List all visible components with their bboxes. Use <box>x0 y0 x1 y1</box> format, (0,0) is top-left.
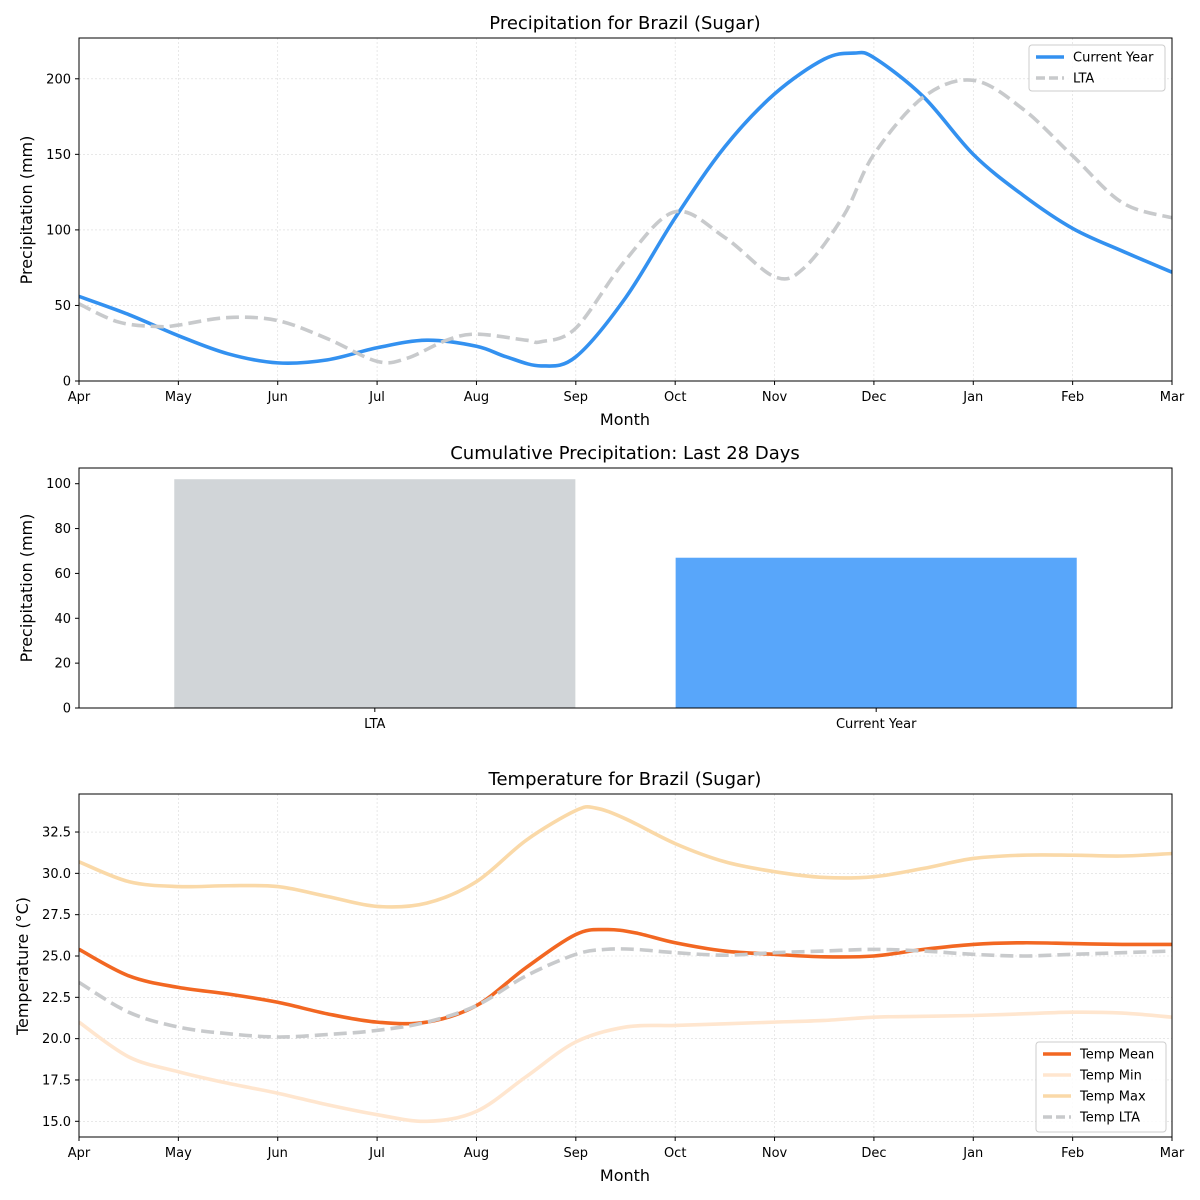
series-line-lta <box>79 78 1172 365</box>
x-tick-label: Apr <box>68 1146 91 1161</box>
x-tick-label: Sep <box>564 1146 589 1161</box>
y-tick-label: 17.5 <box>42 1073 71 1088</box>
x-tick-label: Sep <box>564 390 589 405</box>
x-tick-label: Nov <box>762 390 788 405</box>
series-line-temp-min <box>79 1010 1172 1124</box>
y-tick-label: 200 <box>46 72 71 87</box>
y-tick-label: 22.5 <box>42 991 71 1006</box>
chart-title: Precipitation for Brazil (Sugar) <box>489 13 760 34</box>
x-tick-label: Mar <box>1160 390 1185 405</box>
y-axis-label: Temperature (°C) <box>13 897 32 1036</box>
legend-label: LTA <box>1073 72 1094 87</box>
ticks: Apr May Jun Jul Aug Sep Oct Nov Dec Jan Feb Mar 0 50 1… <box>46 72 1185 405</box>
y-axis-label: Precipitation (mm) <box>17 514 36 663</box>
y-tick-label: 0 <box>63 702 71 717</box>
chart-title: Cumulative Precipitation: Last 28 Days <box>450 443 800 464</box>
y-tick-label: 100 <box>46 223 71 238</box>
x-tick-label: Jun <box>267 1146 288 1161</box>
x-tick-label: Oct <box>664 390 686 405</box>
bar-lta <box>174 479 576 708</box>
y-tick-label: 20.0 <box>42 1032 71 1047</box>
bar-current-year <box>675 557 1077 708</box>
y-tick-label: 0 <box>63 375 71 390</box>
legend-label: Temp LTA <box>1079 1111 1140 1126</box>
x-tick-label: May <box>165 390 192 405</box>
x-tick-label: Oct <box>664 1146 686 1161</box>
precipitation-line-chart: Precipitation for Brazil (Sugar) Apr May J… <box>17 13 1185 429</box>
series-line-temp-lta <box>79 947 1172 1039</box>
x-axis-label: Month <box>600 410 650 429</box>
legend-box <box>1035 1041 1167 1133</box>
y-tick-label: 80 <box>54 522 71 537</box>
x-tick-label: Jan <box>962 1146 983 1161</box>
x-tick-label: Feb <box>1061 1146 1084 1161</box>
plot-frame <box>78 467 1173 709</box>
x-tick-label: Dec <box>861 1146 886 1161</box>
x-tick-label: Mar <box>1160 1146 1185 1161</box>
y-tick-label: 32.5 <box>42 826 71 841</box>
x-tick-label: Jul <box>368 390 385 405</box>
y-tick-label: 25.0 <box>42 949 71 964</box>
x-tick-label: Jun <box>267 390 288 405</box>
series-line-temp-mean <box>79 927 1172 1026</box>
legend-label: Temp Mean <box>1079 1048 1154 1063</box>
legend-label: Temp Max <box>1079 1090 1146 1105</box>
y-tick-label: 27.5 <box>42 908 71 923</box>
y-tick-label: 60 <box>54 567 71 582</box>
y-tick-label: 150 <box>46 148 71 163</box>
x-tick-label: Jul <box>368 1146 385 1161</box>
series-line-temp-max <box>79 804 1172 909</box>
chart-title: Temperature for Brazil (Sugar) <box>488 769 762 790</box>
y-tick-label: 100 <box>46 477 71 492</box>
y-tick-label: 30.0 <box>42 867 71 882</box>
plot-frame <box>78 793 1173 1138</box>
x-tick-label: Aug <box>464 1146 489 1161</box>
x-tick-label: Feb <box>1061 390 1084 405</box>
y-tick-label: 40 <box>54 612 71 627</box>
series-layer <box>79 50 1172 368</box>
temperature-line-chart: Temperature for Brazil (Sugar) Apr May Jun… <box>13 769 1185 1185</box>
legend-label: Current Year <box>1073 51 1154 66</box>
legend: Temp Mean Temp Min Temp Max Temp LTA <box>1035 1041 1167 1133</box>
x-tick-label: Apr <box>68 390 91 405</box>
x-tick-label: Current Year <box>836 717 917 732</box>
legend: Current Year LTA <box>1028 44 1166 92</box>
cumulative-bar-chart: Cumulative Precipitation: Last 28 Days L… <box>17 443 1173 732</box>
series-line-current-year <box>79 50 1172 368</box>
x-tick-label: Jan <box>962 390 983 405</box>
bars-layer <box>174 479 1077 708</box>
y-tick-label: 50 <box>54 299 71 314</box>
x-tick-label: Dec <box>861 390 886 405</box>
x-axis-label: Month <box>600 1166 650 1185</box>
x-tick-label: Nov <box>762 1146 788 1161</box>
grid <box>78 38 1173 382</box>
legend-label: Temp Min <box>1079 1069 1142 1084</box>
y-tick-label: 20 <box>54 657 71 672</box>
ticks: LTA Current Year 0 20 40 60 80 100 <box>46 477 917 732</box>
plot-frame <box>78 37 1173 382</box>
x-tick-label: May <box>165 1146 192 1161</box>
y-tick-label: 15.0 <box>42 1115 71 1130</box>
x-tick-label: Aug <box>464 390 489 405</box>
y-axis-label: Precipitation (mm) <box>17 136 36 285</box>
ticks: Apr May Jun Jul Aug Sep Oct Nov Dec Jan Feb Mar 15.0… <box>42 826 1185 1161</box>
x-tick-label: LTA <box>364 717 385 732</box>
series-layer <box>79 804 1172 1124</box>
